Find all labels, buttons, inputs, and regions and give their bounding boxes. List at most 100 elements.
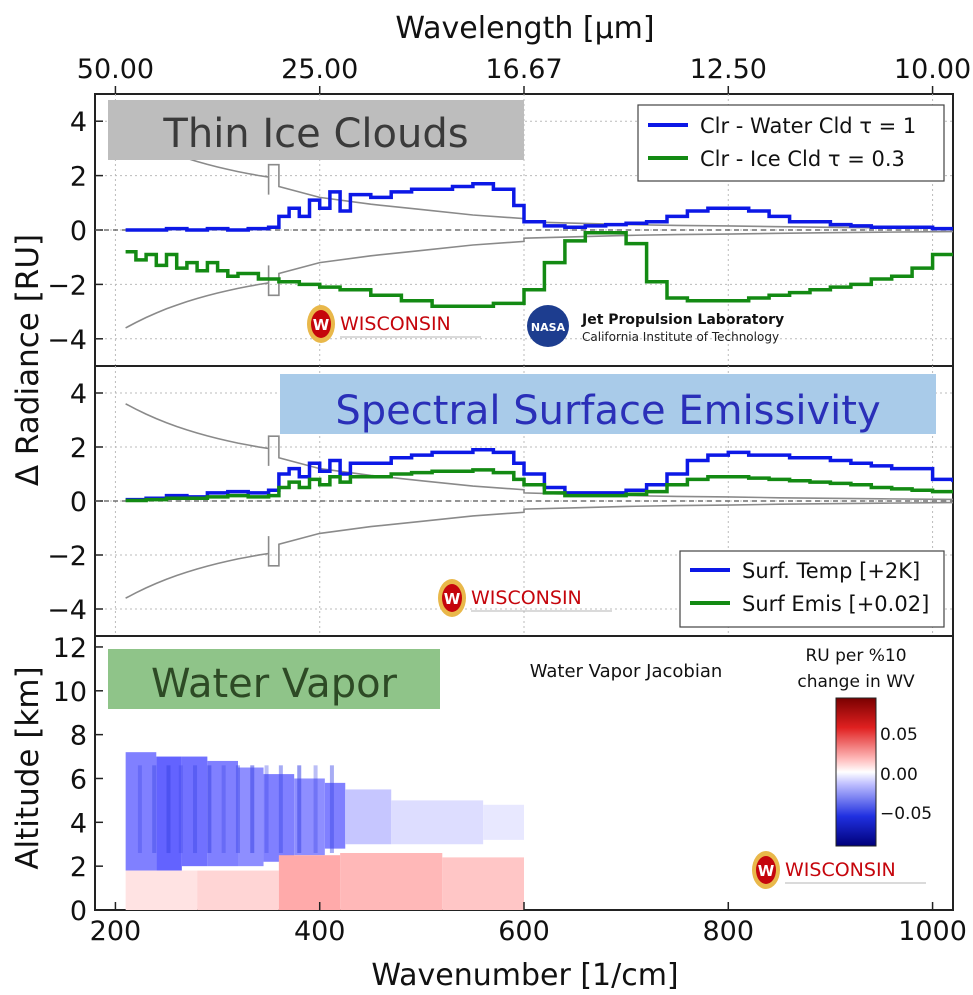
heatmap-streak (278, 765, 283, 854)
y-tick-label: −2 (47, 270, 87, 301)
colorbar-title-line2: change in WV (797, 672, 915, 692)
heatmap-streak (137, 765, 142, 854)
y-tick-label: −4 (47, 325, 87, 356)
wisconsin-crest-inner (756, 856, 776, 884)
legend-label: Clr - Water Cld τ = 1 (700, 114, 916, 138)
wisconsin-crest-inner (311, 310, 331, 338)
nasa-logo-icon (527, 305, 569, 347)
wisconsin-crest-letter: W (758, 862, 775, 880)
heatmap-streak (235, 765, 240, 854)
heatmap-cell (442, 857, 524, 910)
y-tick-label: 12 (53, 633, 87, 664)
gray-envelope-upper (125, 403, 953, 501)
top-tick-label: 25.00 (281, 54, 358, 85)
gray-envelope-lower (125, 501, 953, 599)
heatmap-streak (264, 765, 269, 854)
radiance-ylabel: Δ Radiance [RU] (10, 234, 46, 486)
legend-label: Surf Emis [+0.02] (742, 592, 929, 616)
y-tick-label: 6 (70, 764, 87, 795)
panel2-title: Spectral Surface Emissivity (335, 388, 880, 434)
legend-label: Surf. Temp [+2K] (742, 559, 920, 583)
heatmap-streak (166, 765, 171, 854)
wisconsin-crest-letter: W (444, 590, 461, 608)
series-line-1 (125, 182, 953, 232)
top-tick-label: 10.00 (894, 54, 971, 85)
panel1-title-bg (108, 100, 524, 160)
panels: 50.00 25.00 16.67 12.50 10.00 4 2 0 −2 −4 4 2 0 −2 −4 T… (47, 54, 971, 947)
heatmap-cell (263, 774, 295, 862)
altitude-ylabel: Altitude [km] (10, 666, 46, 869)
y-tick-label: 0 (70, 896, 87, 927)
x-tick-label: 800 (703, 916, 755, 947)
heatmap-streak (178, 765, 183, 854)
wisconsin-wordmark: WISCONSIN (785, 859, 896, 881)
heatmap-cell (207, 760, 238, 867)
jpl-line2: California Institute of Technology (582, 330, 779, 344)
y-tick-label: 4 (70, 107, 87, 138)
heatmap-cell (181, 756, 208, 867)
y-tick-label: −2 (47, 541, 87, 572)
heatmap-streak (297, 765, 302, 854)
colorbar-title-line1: RU per %10 (805, 646, 906, 666)
x-tick-label: 1000 (898, 916, 967, 947)
panel2-title-bg (280, 374, 936, 434)
heatmap-streak (221, 765, 226, 854)
heatmap-cell (125, 752, 157, 871)
y-tick-label: 2 (70, 433, 87, 464)
series-line-2 (125, 468, 953, 503)
y-tick-label: 2 (70, 162, 87, 193)
y-tick-label: 2 (70, 852, 87, 883)
heatmap-cell (391, 800, 484, 845)
x-axis-label: Wavenumber [1/cm] (371, 958, 678, 993)
heatmap-streak (193, 765, 198, 854)
heatmap-cell (340, 853, 443, 910)
top-tick-label: 16.67 (485, 54, 562, 85)
x-tick-label: 400 (294, 916, 346, 947)
x-tick-label: 600 (498, 916, 550, 947)
heatmap-streak (207, 765, 212, 854)
colorbar-tick-label: 0.00 (880, 765, 918, 785)
nasa-logo-text: NASA (531, 321, 566, 334)
panel1-title: Thin Ice Clouds (162, 111, 468, 157)
panel-3: 0 2 4 6 8 10 12 200 400 600 800 1000 Water Vapor Wate… (53, 633, 967, 947)
gray-envelope-lower (125, 230, 953, 329)
colorbar-tick-label: 0.05 (880, 725, 918, 745)
heatmap-streak (152, 765, 157, 854)
top-axis-label: Wavelength [μm] (395, 11, 654, 46)
wisconsin-crest-inner (442, 584, 462, 612)
heatmap-streak (250, 765, 255, 854)
series-line-1 (125, 447, 953, 502)
heatmap-streak (313, 765, 318, 854)
y-tick-label: 4 (70, 379, 87, 410)
heatmap-cell (345, 789, 392, 845)
y-tick-label: 4 (70, 808, 87, 839)
y-tick-label: 0 (70, 487, 87, 518)
wisconsin-crest-letter: W (313, 316, 330, 334)
wisconsin-wordmark: WISCONSIN (471, 587, 582, 609)
y-tick-label: −4 (47, 595, 87, 626)
heatmap-cell (125, 870, 198, 910)
colorbar-tick-label: −0.05 (880, 804, 932, 824)
series-line-2 (125, 230, 953, 308)
heatmap-cell (197, 870, 279, 910)
y-tick-label: 10 (53, 677, 87, 708)
heatmap-cell (483, 804, 524, 840)
heatmap-cell (324, 782, 346, 849)
y-tick-label: 8 (70, 721, 87, 752)
jpl-line1: Jet Propulsion Laboratory (581, 312, 784, 328)
panel2-legend (679, 550, 945, 628)
heatmap-cell (278, 855, 341, 910)
panel3-subtitle: Water Vapor Jacobian (530, 661, 723, 682)
colorbar (835, 697, 877, 847)
panel3-title: Water Vapor (151, 661, 398, 707)
wisconsin-wordmark: WISCONSIN (340, 313, 451, 335)
panel3-title-bg (108, 649, 440, 709)
x-tick-label: 200 (90, 916, 142, 947)
panel1-legend (637, 104, 945, 182)
top-tick-label: 12.50 (690, 54, 767, 85)
y-tick-label: 0 (70, 216, 87, 247)
top-tick-label: 50.00 (77, 54, 154, 85)
legend-label: Clr - Ice Cld τ = 0.3 (700, 147, 905, 171)
heatmap-streak (329, 765, 334, 854)
